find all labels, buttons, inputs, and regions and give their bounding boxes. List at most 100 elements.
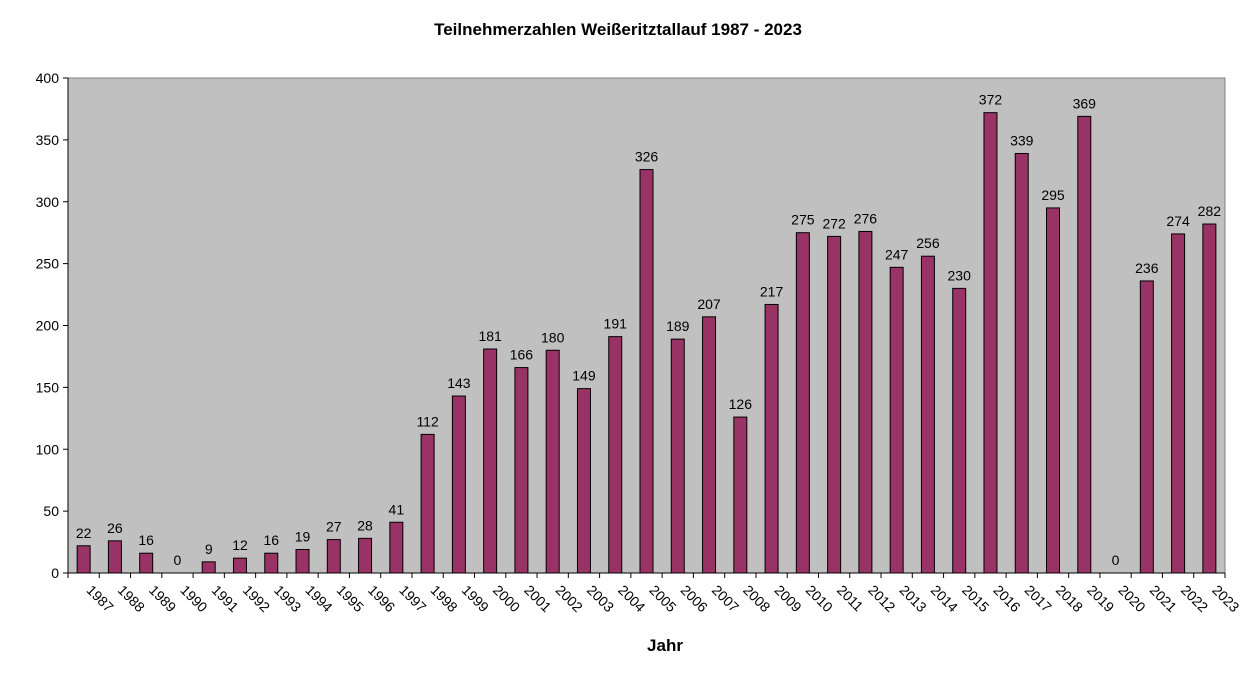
x-tick-label: 1996	[365, 582, 398, 615]
data-label: 112	[416, 413, 439, 429]
data-label: 16	[263, 532, 279, 548]
data-label: 166	[510, 347, 534, 363]
data-label: 143	[447, 375, 471, 391]
bar	[451, 395, 466, 574]
data-label: 149	[572, 368, 596, 384]
x-tick-label: 2009	[771, 582, 804, 615]
data-label: 274	[1166, 213, 1190, 229]
data-label: 41	[389, 501, 405, 517]
x-tick-label: 2004	[615, 582, 648, 615]
data-label: 372	[979, 92, 1003, 108]
x-tick-label: 1992	[240, 582, 273, 615]
x-tick-label: 2016	[990, 582, 1023, 615]
x-axis-label: Jahr	[647, 636, 683, 655]
data-label: 22	[76, 525, 92, 541]
data-label: 272	[822, 215, 846, 231]
bar	[1139, 280, 1154, 574]
bar	[639, 169, 654, 574]
bar	[1171, 233, 1186, 574]
data-label: 0	[174, 552, 182, 568]
x-tick-label: 2008	[740, 582, 773, 615]
y-tick-label: 150	[36, 379, 60, 395]
x-tick-label: 1988	[115, 582, 148, 615]
data-label: 28	[357, 517, 373, 533]
x-tick-label: 2023	[1209, 582, 1242, 615]
data-label: 369	[1073, 95, 1097, 111]
x-tick-label: 2003	[584, 582, 617, 615]
bar	[1046, 207, 1061, 574]
x-tick-label: 2014	[928, 582, 961, 615]
x-tick-label: 2019	[1084, 582, 1117, 615]
bar	[201, 561, 216, 574]
data-label: 282	[1198, 203, 1222, 219]
y-tick-label: 200	[36, 318, 60, 334]
bar	[389, 521, 404, 574]
x-tick-label: 2010	[803, 582, 836, 615]
x-tick-label: 2020	[1115, 582, 1148, 615]
bar	[358, 537, 373, 574]
bar	[1014, 152, 1029, 574]
x-tick-label: 2007	[709, 582, 742, 615]
x-tick-label: 1998	[427, 582, 460, 615]
data-label: 217	[760, 283, 784, 299]
x-tick-label: 2018	[1053, 582, 1086, 615]
x-tick-label: 1989	[146, 582, 179, 615]
chart-title: Teilnehmerzahlen Weißeritztallauf 1987 -…	[434, 20, 802, 39]
bar	[889, 266, 904, 574]
data-label: 276	[854, 210, 878, 226]
bar	[576, 388, 591, 574]
bar	[764, 303, 779, 574]
x-tick-label: 2002	[553, 582, 586, 615]
bar	[1077, 115, 1092, 574]
x-tick-label: 2017	[1022, 582, 1055, 615]
bar	[514, 367, 529, 574]
bar	[232, 557, 247, 574]
bar	[107, 540, 122, 574]
y-tick-label: 400	[36, 70, 60, 86]
bar	[608, 336, 623, 574]
bar	[952, 287, 967, 574]
bar	[702, 316, 717, 574]
x-tick-label: 1995	[334, 582, 367, 615]
data-label: 189	[666, 318, 690, 334]
bar	[1202, 223, 1217, 574]
data-label: 180	[541, 329, 565, 345]
x-tick-label: 1987	[84, 582, 117, 615]
x-tick-label: 1999	[459, 582, 492, 615]
x-tick-label: 2000	[490, 582, 523, 615]
y-tick-label: 100	[36, 441, 60, 457]
data-label: 207	[697, 296, 721, 312]
x-tick-label: 2005	[646, 582, 679, 615]
data-label: 16	[138, 532, 154, 548]
data-label: 295	[1041, 187, 1065, 203]
data-label: 181	[478, 328, 502, 344]
y-tick-label: 350	[36, 132, 60, 148]
x-tick-label: 2015	[959, 582, 992, 615]
bar	[670, 338, 685, 574]
bar	[139, 552, 154, 574]
data-label: 27	[326, 519, 342, 535]
bar	[264, 552, 279, 574]
bar	[76, 545, 91, 574]
bar	[420, 433, 435, 574]
x-tick-label: 2021	[1147, 582, 1180, 615]
bar	[733, 416, 748, 574]
x-tick-label: 2011	[834, 582, 867, 615]
data-label: 256	[916, 235, 940, 251]
x-tick-label: 1997	[396, 582, 429, 615]
data-label: 339	[1010, 132, 1034, 148]
data-label: 12	[232, 537, 248, 553]
bar	[920, 255, 935, 574]
bar	[827, 235, 842, 574]
bar	[858, 230, 873, 574]
data-label: 9	[205, 541, 213, 557]
y-tick-label: 50	[43, 503, 59, 519]
x-tick-label: 1993	[271, 582, 304, 615]
y-tick-label: 0	[51, 565, 59, 581]
x-tick-label: 1991	[209, 582, 242, 615]
x-tick-label: 2006	[678, 582, 711, 615]
data-label: 0	[1112, 552, 1120, 568]
data-label: 230	[948, 267, 972, 283]
x-tick-label: 1990	[177, 582, 210, 615]
